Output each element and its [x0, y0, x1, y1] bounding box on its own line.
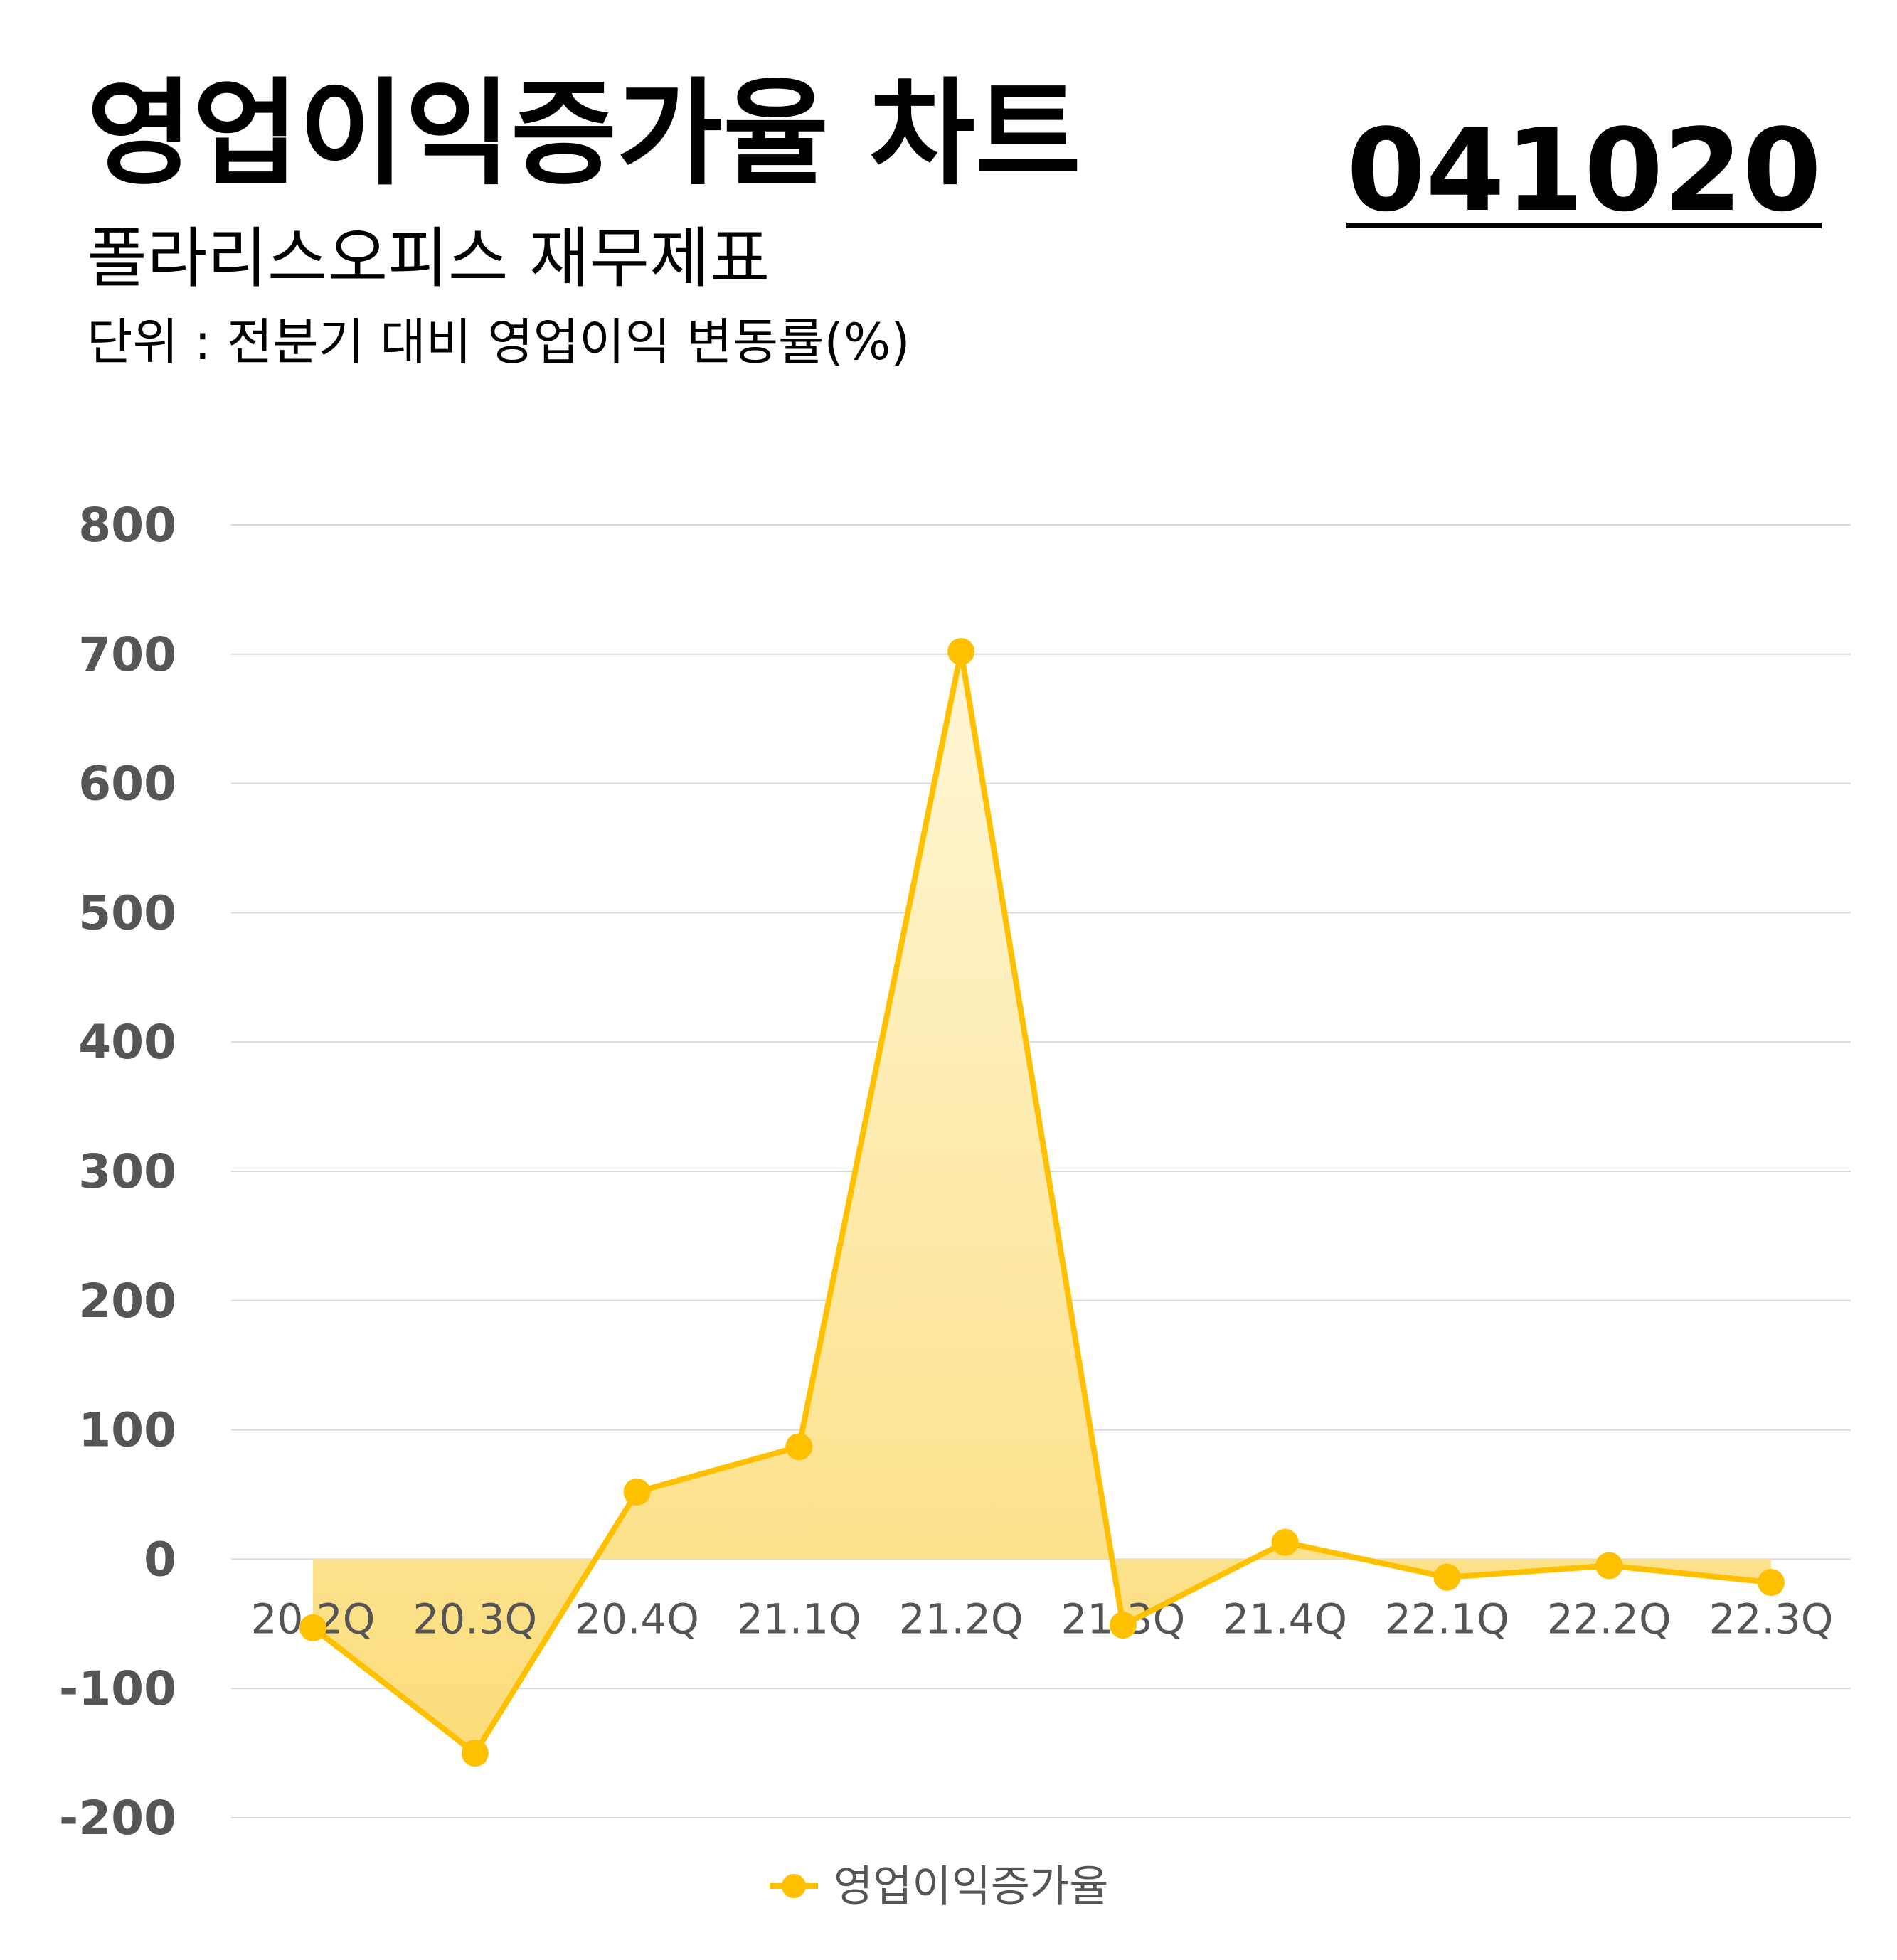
x-tick-label: 22.3Q — [1709, 1594, 1834, 1643]
legend-label: 영업이익증가율 — [834, 1862, 1108, 1912]
series-line-group — [310, 649, 1774, 1757]
data-point — [785, 1433, 813, 1461]
chart-subtitle: 폴라리스오피스 재무제표 — [87, 220, 770, 297]
area-fill-group — [313, 651, 1771, 1754]
x-tick-label: 21.1Q — [737, 1594, 861, 1643]
y-tick-label: 500 — [78, 885, 176, 940]
y-tick-label: 0 — [144, 1532, 176, 1587]
y-tick-label: 400 — [78, 1015, 176, 1070]
x-axis: 20.2Q20.3Q20.4Q21.1Q21.2Q21.3Q21.4Q22.1Q… — [251, 1594, 1834, 1643]
x-tick-label: 20.3Q — [413, 1594, 537, 1643]
data-point — [623, 1478, 651, 1506]
stock-code: 041020 — [1346, 104, 1822, 237]
y-tick-label: -100 — [59, 1661, 176, 1716]
series-line — [310, 649, 1774, 1757]
data-point — [1595, 1552, 1623, 1580]
y-tick-label: 800 — [78, 498, 176, 553]
x-tick-label: 20.4Q — [575, 1594, 699, 1643]
data-point — [1433, 1563, 1461, 1591]
x-tick-label: 21.2Q — [899, 1594, 1024, 1643]
data-point — [1758, 1569, 1785, 1597]
area-fill — [313, 651, 1771, 1754]
unit-label: 단위 : 전분기 대비 영업이익 변동률(%) — [87, 313, 910, 371]
y-axis: 800 700 600 500 400 300 200 100 0 -100 -200 — [59, 498, 176, 1846]
data-point — [461, 1740, 489, 1767]
x-tick-label: 22.2Q — [1547, 1594, 1672, 1643]
y-tick-label: 600 — [78, 757, 176, 811]
data-point — [947, 638, 975, 666]
data-point — [1109, 1612, 1137, 1639]
x-tick-label: 21.4Q — [1223, 1594, 1347, 1643]
legend: 영업이익증가율 — [770, 1862, 1108, 1912]
data-point — [299, 1614, 326, 1641]
y-tick-label: -200 — [59, 1791, 176, 1846]
data-point — [1271, 1528, 1299, 1556]
y-tick-label: 200 — [78, 1274, 176, 1328]
x-tick-label: 22.1Q — [1385, 1594, 1509, 1643]
y-tick-label: 700 — [78, 627, 176, 682]
y-tick-label: 300 — [78, 1144, 176, 1199]
data-points — [299, 638, 1785, 1767]
legend-marker — [782, 1874, 806, 1898]
chart-title: 영업이익증가율 차트 — [87, 68, 1081, 201]
y-tick-label: 100 — [78, 1403, 176, 1458]
